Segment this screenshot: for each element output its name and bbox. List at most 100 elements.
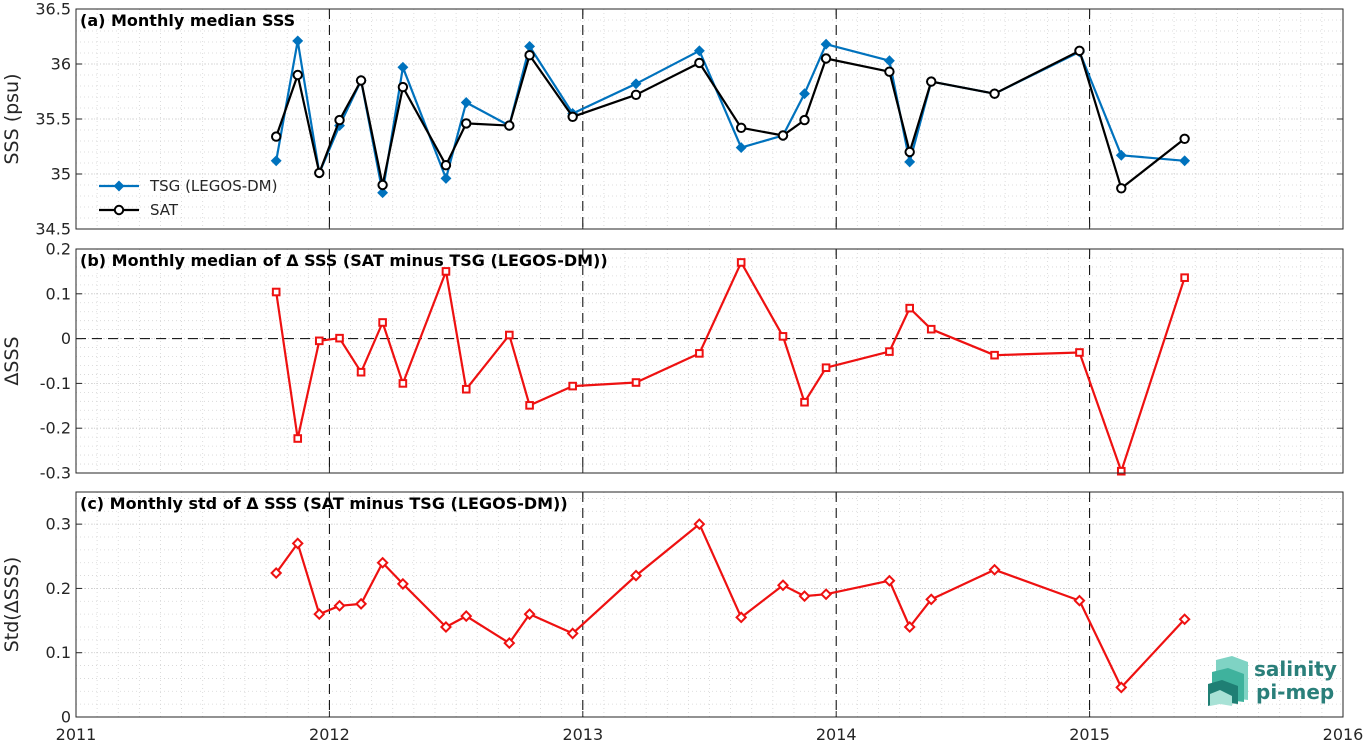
data-point: [396, 577, 409, 590]
data-point: [523, 608, 536, 621]
x-tick-label: 2011: [56, 725, 97, 744]
y-tick-label: 0.2: [46, 240, 71, 259]
data-point: [736, 258, 746, 267]
data-point: [505, 330, 514, 340]
data-point: [334, 114, 345, 126]
x-tick-label: 2012: [309, 725, 350, 744]
data-point: [735, 142, 747, 154]
data-point: [820, 38, 832, 50]
y-tick-label: 0: [61, 329, 71, 348]
data-point: [694, 57, 705, 69]
data-point: [800, 397, 809, 407]
y-tick-label: 0.1: [46, 284, 71, 303]
data-point: [398, 379, 408, 388]
data-point: [1179, 155, 1191, 167]
data-point: [440, 172, 452, 184]
legend-label: TSG (LEGOS-DM): [149, 177, 277, 195]
data-point: [821, 363, 831, 373]
axes-frame: [75, 248, 1344, 474]
data-point: [799, 114, 810, 126]
data-point: [904, 156, 916, 168]
data-point: [926, 76, 937, 87]
data-point: [460, 610, 473, 623]
data-point: [778, 332, 788, 341]
y-tick-label: 0: [61, 708, 71, 727]
data-point: [735, 611, 748, 624]
data-point: [270, 131, 282, 142]
y-tick-label: 35: [51, 165, 71, 184]
data-point: [567, 111, 578, 123]
data-point: [776, 579, 790, 592]
data-point: [314, 167, 325, 179]
data-point: [693, 518, 706, 531]
data-point: [397, 61, 409, 73]
x-tick-label: 2015: [1069, 725, 1110, 744]
data-point: [270, 566, 283, 580]
data-point: [1073, 594, 1086, 607]
x-tick-label: 2013: [562, 725, 603, 744]
y-tick-label: 36.5: [35, 0, 71, 19]
x-tick-label: 2016: [1323, 725, 1364, 744]
data-point: [503, 637, 516, 650]
data-point: [291, 537, 304, 550]
y-axis-label: SSS (psu): [1, 73, 23, 164]
data-point: [883, 574, 896, 587]
data-point: [355, 597, 368, 610]
logo-emblem: [1208, 656, 1248, 706]
series-delta-sss: [270, 518, 1191, 694]
data-point: [568, 381, 577, 391]
logo-line2: pi-mep: [1256, 680, 1334, 704]
data-point: [566, 627, 579, 640]
data-point: [1179, 133, 1190, 145]
series-delta-sss: [271, 258, 1189, 476]
y-tick-label: 34.5: [35, 220, 71, 239]
data-point: [1116, 183, 1127, 194]
y-axis-label: Std(ΔSSS): [1, 557, 23, 653]
data-point: [820, 53, 832, 64]
data-point: [630, 89, 642, 101]
data-point: [376, 556, 389, 569]
data-point: [440, 160, 452, 171]
data-point: [378, 318, 387, 327]
axes-frame: [75, 491, 1344, 718]
x-tick-label: 2014: [816, 725, 857, 744]
data-point: [504, 120, 515, 131]
y-tick-label: -0.3: [40, 464, 71, 483]
panel-b: -0.3 -0.2 -0.1 0 0.1 0.2 (b) Monthly median of…: [1, 240, 1344, 483]
y-tick-label: 36: [51, 55, 71, 74]
data-point: [524, 50, 535, 61]
data-point: [630, 78, 642, 90]
data-point: [990, 350, 999, 360]
data-point: [885, 347, 894, 356]
data-point: [292, 35, 304, 47]
data-point: [1074, 45, 1085, 56]
data-point: [693, 45, 705, 57]
legend-marker: [113, 180, 125, 192]
data-point: [903, 620, 916, 634]
data-point: [461, 384, 471, 394]
y-tick-label: 0.1: [46, 643, 71, 662]
data-point: [397, 81, 409, 93]
data-point: [313, 608, 326, 621]
panel-title: (b) Monthly median of Δ SSS (SAT minus T…: [80, 251, 608, 270]
data-point: [777, 130, 789, 141]
data-point: [355, 75, 367, 86]
y-tick-label: 0.3: [46, 515, 71, 534]
data-point: [1115, 681, 1128, 694]
data-point: [989, 88, 1000, 99]
legend: TSG (LEGOS-DM) SAT: [99, 177, 277, 219]
data-point: [441, 267, 451, 276]
y-tick-label: 0.2: [46, 579, 71, 598]
data-point: [292, 69, 303, 81]
data-point: [356, 367, 366, 377]
data-point: [735, 122, 747, 134]
data-point: [461, 118, 472, 129]
data-point: [525, 401, 534, 410]
data-point: [695, 349, 704, 358]
data-point: [631, 378, 641, 387]
data-point: [293, 434, 303, 443]
data-point: [439, 620, 452, 634]
data-point: [904, 146, 915, 158]
